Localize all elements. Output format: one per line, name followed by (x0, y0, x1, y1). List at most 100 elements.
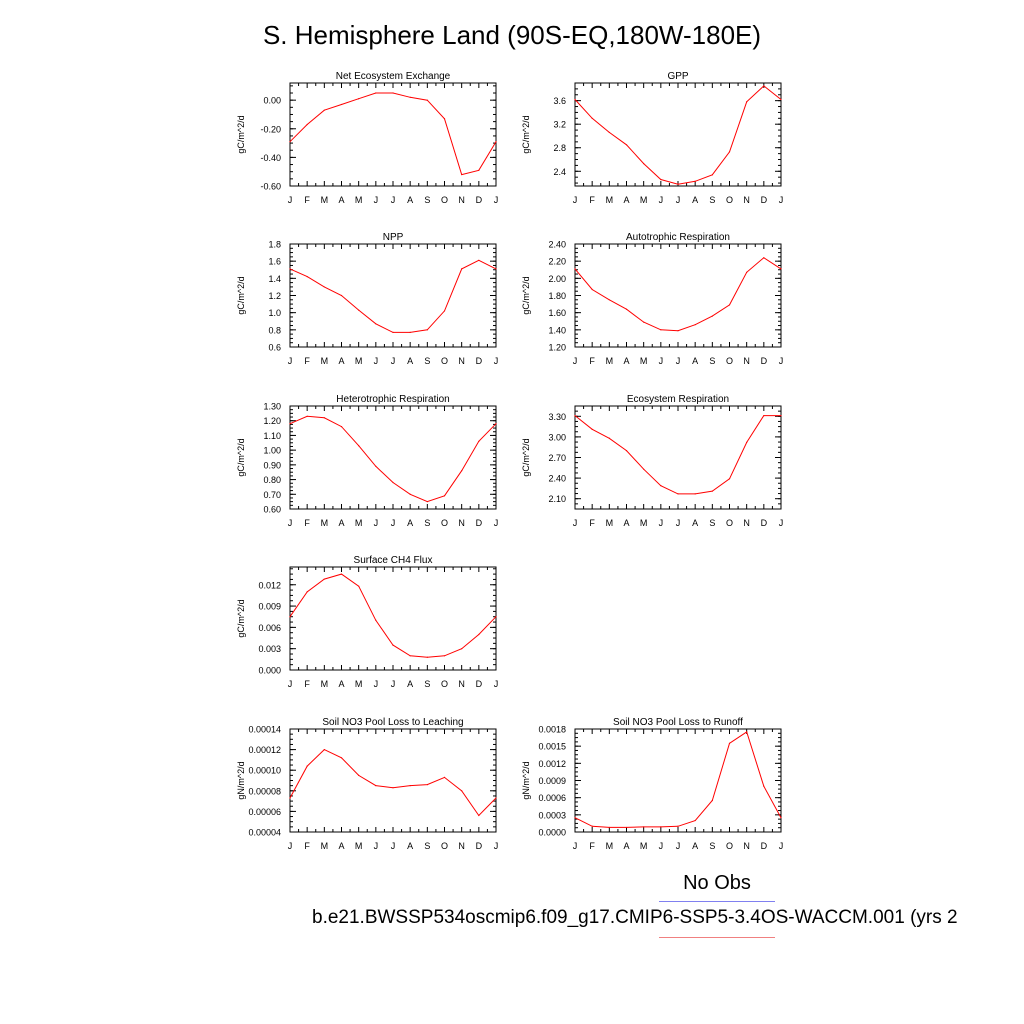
x-tick-label: J (391, 518, 396, 528)
plot-frame (289, 728, 497, 833)
x-tick-label: F (304, 518, 310, 528)
x-tick-label: M (355, 679, 363, 689)
x-tick-label: M (321, 356, 329, 366)
x-tick-label: M (640, 356, 648, 366)
data-point (392, 644, 394, 646)
x-tick-label: J (573, 841, 578, 851)
data-point (306, 415, 308, 417)
series-line (289, 415, 497, 503)
x-tick-label: A (407, 518, 413, 528)
x-tick-label: F (589, 195, 595, 205)
data-point (289, 268, 291, 270)
x-tick-label: D (476, 841, 483, 851)
x-tick-label: M (606, 518, 614, 528)
y-tick-label: 0.0009 (538, 776, 566, 786)
data-point (409, 493, 411, 495)
panel-title: Soil NO3 Pool Loss to Runoff (613, 717, 743, 728)
y-tick-label: 0.00 (263, 96, 281, 106)
data-point (340, 573, 343, 575)
x-tick-label: J (288, 356, 293, 366)
x-tick-label: O (441, 195, 448, 205)
y-tick-label: 0.00012 (248, 745, 281, 755)
x-tick-label: N (743, 518, 750, 528)
x-tick-label: D (761, 195, 768, 205)
x-tick-label: M (321, 841, 329, 851)
data-point (306, 123, 308, 126)
data-point (375, 619, 377, 621)
x-tick-label: D (476, 195, 483, 205)
data-point (289, 616, 291, 618)
data-point (323, 417, 325, 419)
data-point (323, 286, 325, 288)
data-point (780, 817, 782, 819)
data-point (746, 731, 748, 733)
x-tick-label: J (374, 841, 379, 851)
x-tick-label: M (321, 518, 329, 528)
x-tick-label: A (692, 356, 698, 366)
y-tick-label: -0.60 (260, 182, 281, 192)
legend-case-line (659, 937, 775, 938)
data-point (574, 268, 576, 270)
x-tick-label: N (458, 195, 465, 205)
panel-title: Heterotrophic Respiration (336, 394, 449, 405)
series-line (289, 259, 497, 333)
y-tick-label: 0.0000 (538, 828, 566, 838)
x-tick-label: J (494, 679, 499, 689)
x-tick-label: D (761, 841, 768, 851)
data-point (763, 785, 765, 787)
y-tick-label: 0.80 (263, 475, 281, 485)
data-point (643, 468, 645, 470)
y-tick-label: 0.70 (263, 490, 281, 500)
data-point (780, 415, 782, 417)
x-tick-label: F (304, 195, 310, 205)
y-tick-label: 2.8 (553, 143, 566, 153)
y-axis-label: gN/m^2/d (521, 761, 531, 799)
y-tick-label: 3.30 (548, 412, 566, 422)
data-point (409, 655, 411, 657)
x-tick-label: N (743, 356, 750, 366)
y-tick-label: 0.0012 (538, 759, 566, 769)
data-point (323, 578, 325, 580)
data-point (392, 92, 394, 94)
data-point (763, 85, 765, 87)
data-point (660, 826, 662, 828)
series-line (574, 257, 782, 332)
data-point (375, 323, 377, 325)
y-tick-label: 0.60 (263, 505, 281, 515)
x-tick-label: O (441, 841, 448, 851)
y-tick-label: 0.6 (268, 343, 281, 353)
data-point (323, 109, 325, 111)
data-point (289, 141, 291, 143)
x-tick-label: O (726, 518, 733, 528)
x-tick-label: S (709, 195, 715, 205)
x-tick-label: J (659, 356, 664, 366)
x-tick-label: M (606, 841, 614, 851)
panel-title: Soil NO3 Pool Loss to Leaching (322, 717, 463, 728)
y-tick-label: 2.40 (548, 240, 566, 250)
y-tick-label: -0.40 (260, 153, 281, 163)
data-point (392, 481, 394, 484)
data-point (392, 331, 394, 334)
legend-case-label: b.e21.BWSSP534oscmip6.f09_g17.CMIP6-SSP5… (312, 907, 958, 928)
data-point (746, 441, 748, 443)
x-tick-label: J (288, 195, 293, 205)
y-axis-label: gC/m^2/d (521, 438, 531, 476)
data-point (591, 428, 593, 430)
data-point (660, 485, 662, 487)
x-tick-label: F (589, 518, 595, 528)
x-tick-label: N (458, 841, 465, 851)
data-point (340, 757, 343, 759)
panel-title: GPP (667, 71, 688, 82)
x-tick-label: O (726, 841, 733, 851)
x-tick-label: J (374, 356, 379, 366)
data-point (780, 98, 782, 101)
y-tick-label: 2.70 (548, 453, 566, 463)
x-tick-label: F (589, 356, 595, 366)
y-tick-label: 0.0003 (538, 810, 566, 820)
data-point (746, 101, 748, 103)
data-point (358, 445, 360, 447)
data-point (409, 331, 411, 334)
